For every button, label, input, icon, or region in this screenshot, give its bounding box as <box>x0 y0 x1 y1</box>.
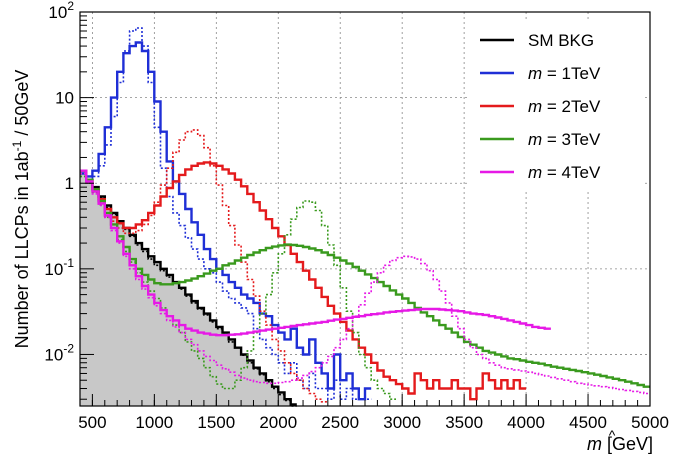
legend-label: m = 4TeV <box>528 163 601 182</box>
x-tick-labels: 500 1000 1500 2000 2500 3000 3500 4000 4500 5000 <box>78 413 669 432</box>
legend-label: m = 2TeV <box>528 97 601 116</box>
x-tick-label: 2000 <box>259 413 297 432</box>
y-tick-labels: 10-2 10-1 1 10 102 <box>44 0 74 364</box>
plot-series <box>80 27 650 407</box>
y-tick-label: 10-2 <box>44 341 74 364</box>
x-tick-label: 3500 <box>445 413 483 432</box>
y-tick-label: 1 <box>65 174 74 193</box>
x-tick-label: 4000 <box>507 413 545 432</box>
x-tick-label: 500 <box>78 413 106 432</box>
y-axis-title: Number of LLCPs in 1ab-1 / 50GeV <box>10 70 32 349</box>
y-tick-label: 10-1 <box>44 256 74 279</box>
dotted-series-1 <box>80 172 297 407</box>
dotted-series-7 <box>80 175 396 400</box>
legend-label: SM BKG <box>528 31 594 50</box>
y-axis-title-tail: / 50GeV <box>12 70 32 141</box>
y-tick-label: 102 <box>48 0 74 22</box>
legend-label: m = 3TeV <box>528 130 601 149</box>
x-tick-label: 1000 <box>135 413 173 432</box>
x-tick-label: 5000 <box>631 413 669 432</box>
dotted-series-9 <box>80 172 650 395</box>
solid-series-4 <box>80 161 527 401</box>
dotted-series-3 <box>80 27 372 400</box>
x-tick-label: 2500 <box>321 413 359 432</box>
x-axis-hat-mark: ^ <box>609 427 616 443</box>
sm-bkg-fill-area <box>80 170 297 406</box>
solid-series-2 <box>80 41 372 401</box>
x-axis-title: m [GeV] <box>587 434 653 454</box>
x-axis-unit: [GeV] <box>607 434 653 454</box>
x-axis-symbol: m <box>587 434 602 454</box>
dotted-series-5 <box>80 129 328 403</box>
solid-series-8 <box>80 169 551 337</box>
legend: SM BKG m = 1TeV m = 2TeV m = 3TeV m = 4TeV <box>470 20 642 190</box>
axis-ticks <box>79 11 651 406</box>
legend-label: m = 1TeV <box>528 64 601 83</box>
x-tick-label: 3000 <box>383 413 421 432</box>
y-axis-title-sup: -1 <box>10 140 24 151</box>
x-tick-label: 4500 <box>569 413 607 432</box>
y-axis-title-main: Number of LLCPs in 1ab <box>12 151 32 348</box>
y-tick-label: 10 <box>55 89 74 108</box>
solid-series-6 <box>80 169 650 388</box>
x-tick-label: 1500 <box>197 413 235 432</box>
